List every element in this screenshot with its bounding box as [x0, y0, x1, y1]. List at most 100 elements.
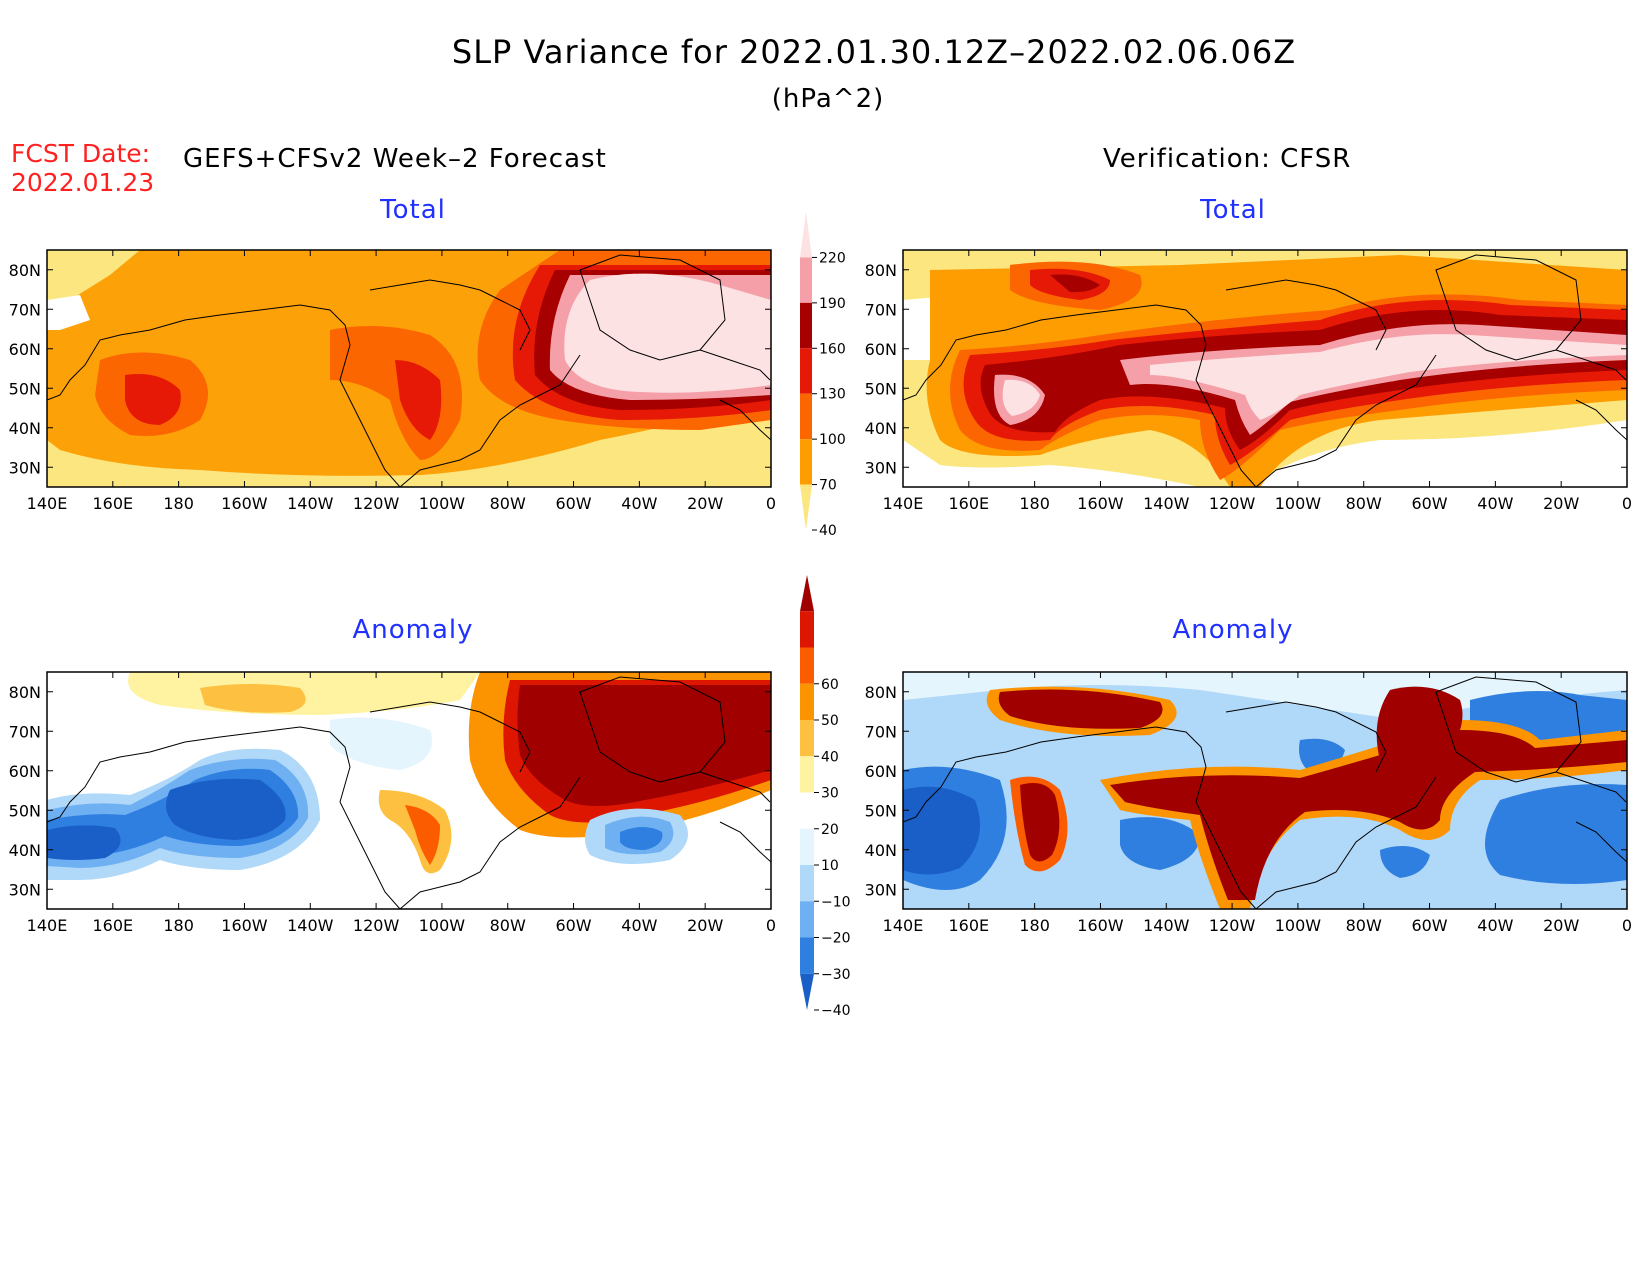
left-column-title: GEFS+CFSv2 Week–2 Forecast: [183, 144, 607, 174]
lon-tick-label: 60W: [555, 916, 591, 935]
colorbar-anomaly-level-label: 10: [821, 858, 839, 874]
lat-tick-label: 50N: [865, 379, 897, 398]
lon-tick-label: 40W: [1477, 494, 1513, 513]
lon-tick-label: 20W: [1543, 916, 1579, 935]
lon-tick-label: 20W: [1543, 494, 1579, 513]
lon-tick-label: 140W: [287, 494, 334, 513]
colorbar-total-level-label: 40: [819, 523, 837, 539]
lon-tick-label: 180: [1019, 916, 1050, 935]
colorbar-anomaly-level-label: −10: [821, 894, 851, 910]
lat-tick-label: 80N: [9, 683, 41, 702]
lon-tick-label: 140E: [883, 916, 924, 935]
lon-tick-label: 60W: [555, 494, 591, 513]
lon-tick-label: 60W: [1411, 916, 1447, 935]
lon-tick-label: 140W: [287, 916, 334, 935]
colorbar-anomaly: −40 −30 −20 −10 10 20 30 40 50 60: [800, 575, 851, 1019]
lat-tick-label: 70N: [865, 722, 897, 741]
lon-tick-label: 100W: [1275, 916, 1322, 935]
colorbar-anomaly-swatch: [800, 937, 814, 974]
figure-units: (hPa^2): [772, 84, 885, 114]
lon-tick-label: 180: [163, 494, 194, 513]
colorbar-total-swatch: [800, 484, 812, 530]
lon-tick-label: 20W: [687, 494, 723, 513]
lon-tick-label: 140E: [27, 494, 68, 513]
colorbar-anomaly-swatch: [800, 720, 814, 757]
lon-tick-label: 80W: [490, 916, 526, 935]
lat-tick-label: 50N: [9, 801, 41, 820]
colorbar-anomaly-swatch: [800, 611, 814, 648]
colorbar-anomaly-swatch: [800, 683, 814, 720]
panel-title-verif-anomaly: Anomaly: [1172, 615, 1293, 645]
colorbar-total-level-label: 190: [819, 296, 846, 312]
lat-tick-label: 30N: [9, 880, 41, 899]
lon-tick-label: 160W: [1077, 916, 1124, 935]
lon-tick-label: 160E: [92, 916, 133, 935]
lat-tick-label: 30N: [9, 458, 41, 477]
lat-tick-label: 30N: [865, 458, 897, 477]
lon-tick-label: 100W: [419, 916, 466, 935]
forecast-anomaly-field: [47, 672, 771, 880]
panel-title-verif-total: Total: [1199, 195, 1266, 225]
lon-tick-label: 140W: [1143, 916, 1190, 935]
fcst-date-label: FCST Date:: [11, 139, 150, 168]
lat-tick-label: 70N: [865, 300, 897, 319]
colorbar-total-level-label: 220: [819, 250, 846, 266]
lon-tick-label: 140W: [1143, 494, 1190, 513]
panel-title-fcst-total: Total: [379, 195, 446, 225]
colorbar-anomaly-swatch: [800, 828, 814, 865]
lat-tick-label: 60N: [865, 762, 897, 781]
map-panel-forecast-total: [46, 249, 772, 488]
colorbar-anomaly-level-label: −20: [821, 931, 851, 947]
colorbar-total-swatch: [800, 439, 812, 485]
lon-tick-label: 120W: [1209, 494, 1256, 513]
colorbar-total-level-label: 100: [819, 432, 846, 448]
colorbar-anomaly-level-label: 30: [821, 786, 839, 802]
lon-tick-label: 120W: [353, 494, 400, 513]
map-panel-verification-total: [902, 249, 1628, 488]
colorbar-anomaly-level-label: 60: [821, 677, 839, 693]
forecast-anomaly-coastlines: [47, 676, 771, 909]
colorbar-total-swatch: [800, 348, 812, 394]
colorbar-anomaly-level-label: 40: [821, 749, 839, 765]
lon-tick-label: 120W: [353, 916, 400, 935]
colorbar-anomaly-level-label: 50: [821, 713, 839, 729]
lon-tick-label: 80W: [490, 494, 526, 513]
panel-title-fcst-anomaly: Anomaly: [352, 615, 473, 645]
right-column-title: Verification: CFSR: [1103, 144, 1351, 174]
lon-tick-label: 120W: [1209, 916, 1256, 935]
lon-tick-label: 40W: [1477, 916, 1513, 935]
lat-tick-label: 80N: [865, 683, 897, 702]
lon-tick-label: 20W: [687, 916, 723, 935]
colorbar-total-swatch: [800, 393, 812, 440]
forecast-total-coastlines: [47, 254, 771, 487]
lat-tick-label: 40N: [9, 841, 41, 860]
colorbar-anomaly-swatch: [800, 575, 814, 612]
lon-tick-label: 80W: [1346, 916, 1382, 935]
lon-tick-label: 160E: [948, 494, 989, 513]
verification-total-field: [903, 250, 1627, 487]
lat-tick-label: 60N: [9, 762, 41, 781]
lon-tick-label: 0: [766, 916, 776, 935]
lat-tick-label: 60N: [865, 340, 897, 359]
lon-tick-label: 160W: [221, 494, 268, 513]
lon-tick-label: 160W: [221, 916, 268, 935]
lon-tick-label: 160E: [92, 494, 133, 513]
colorbar-total-level-label: 160: [819, 341, 846, 357]
lon-tick-label: 80W: [1346, 494, 1382, 513]
lat-tick-label: 50N: [9, 379, 41, 398]
colorbar-anomaly-swatch: [800, 792, 814, 829]
lon-tick-label: 0: [1622, 494, 1632, 513]
map-panel-forecast-anomaly: [46, 671, 772, 910]
fcst-date-value: 2022.01.23: [11, 168, 154, 197]
map-axes: 140E 160E 180 160W 140W 120W 100W 80W 60W 40W 20W 0…: [9, 250, 1632, 935]
verification-anomaly-field: [903, 672, 1627, 909]
colorbar-total-level-label: 70: [819, 478, 837, 494]
lat-tick-label: 70N: [9, 722, 41, 741]
lon-tick-label: 140E: [27, 916, 68, 935]
colorbar-total-swatch: [800, 302, 812, 349]
lon-tick-label: 160E: [948, 916, 989, 935]
lat-tick-label: 50N: [865, 801, 897, 820]
map-panel-verification-anomaly: [902, 671, 1628, 910]
colorbar-anomaly-level-label: 20: [821, 822, 839, 838]
colorbar-total-swatch: [800, 212, 812, 258]
